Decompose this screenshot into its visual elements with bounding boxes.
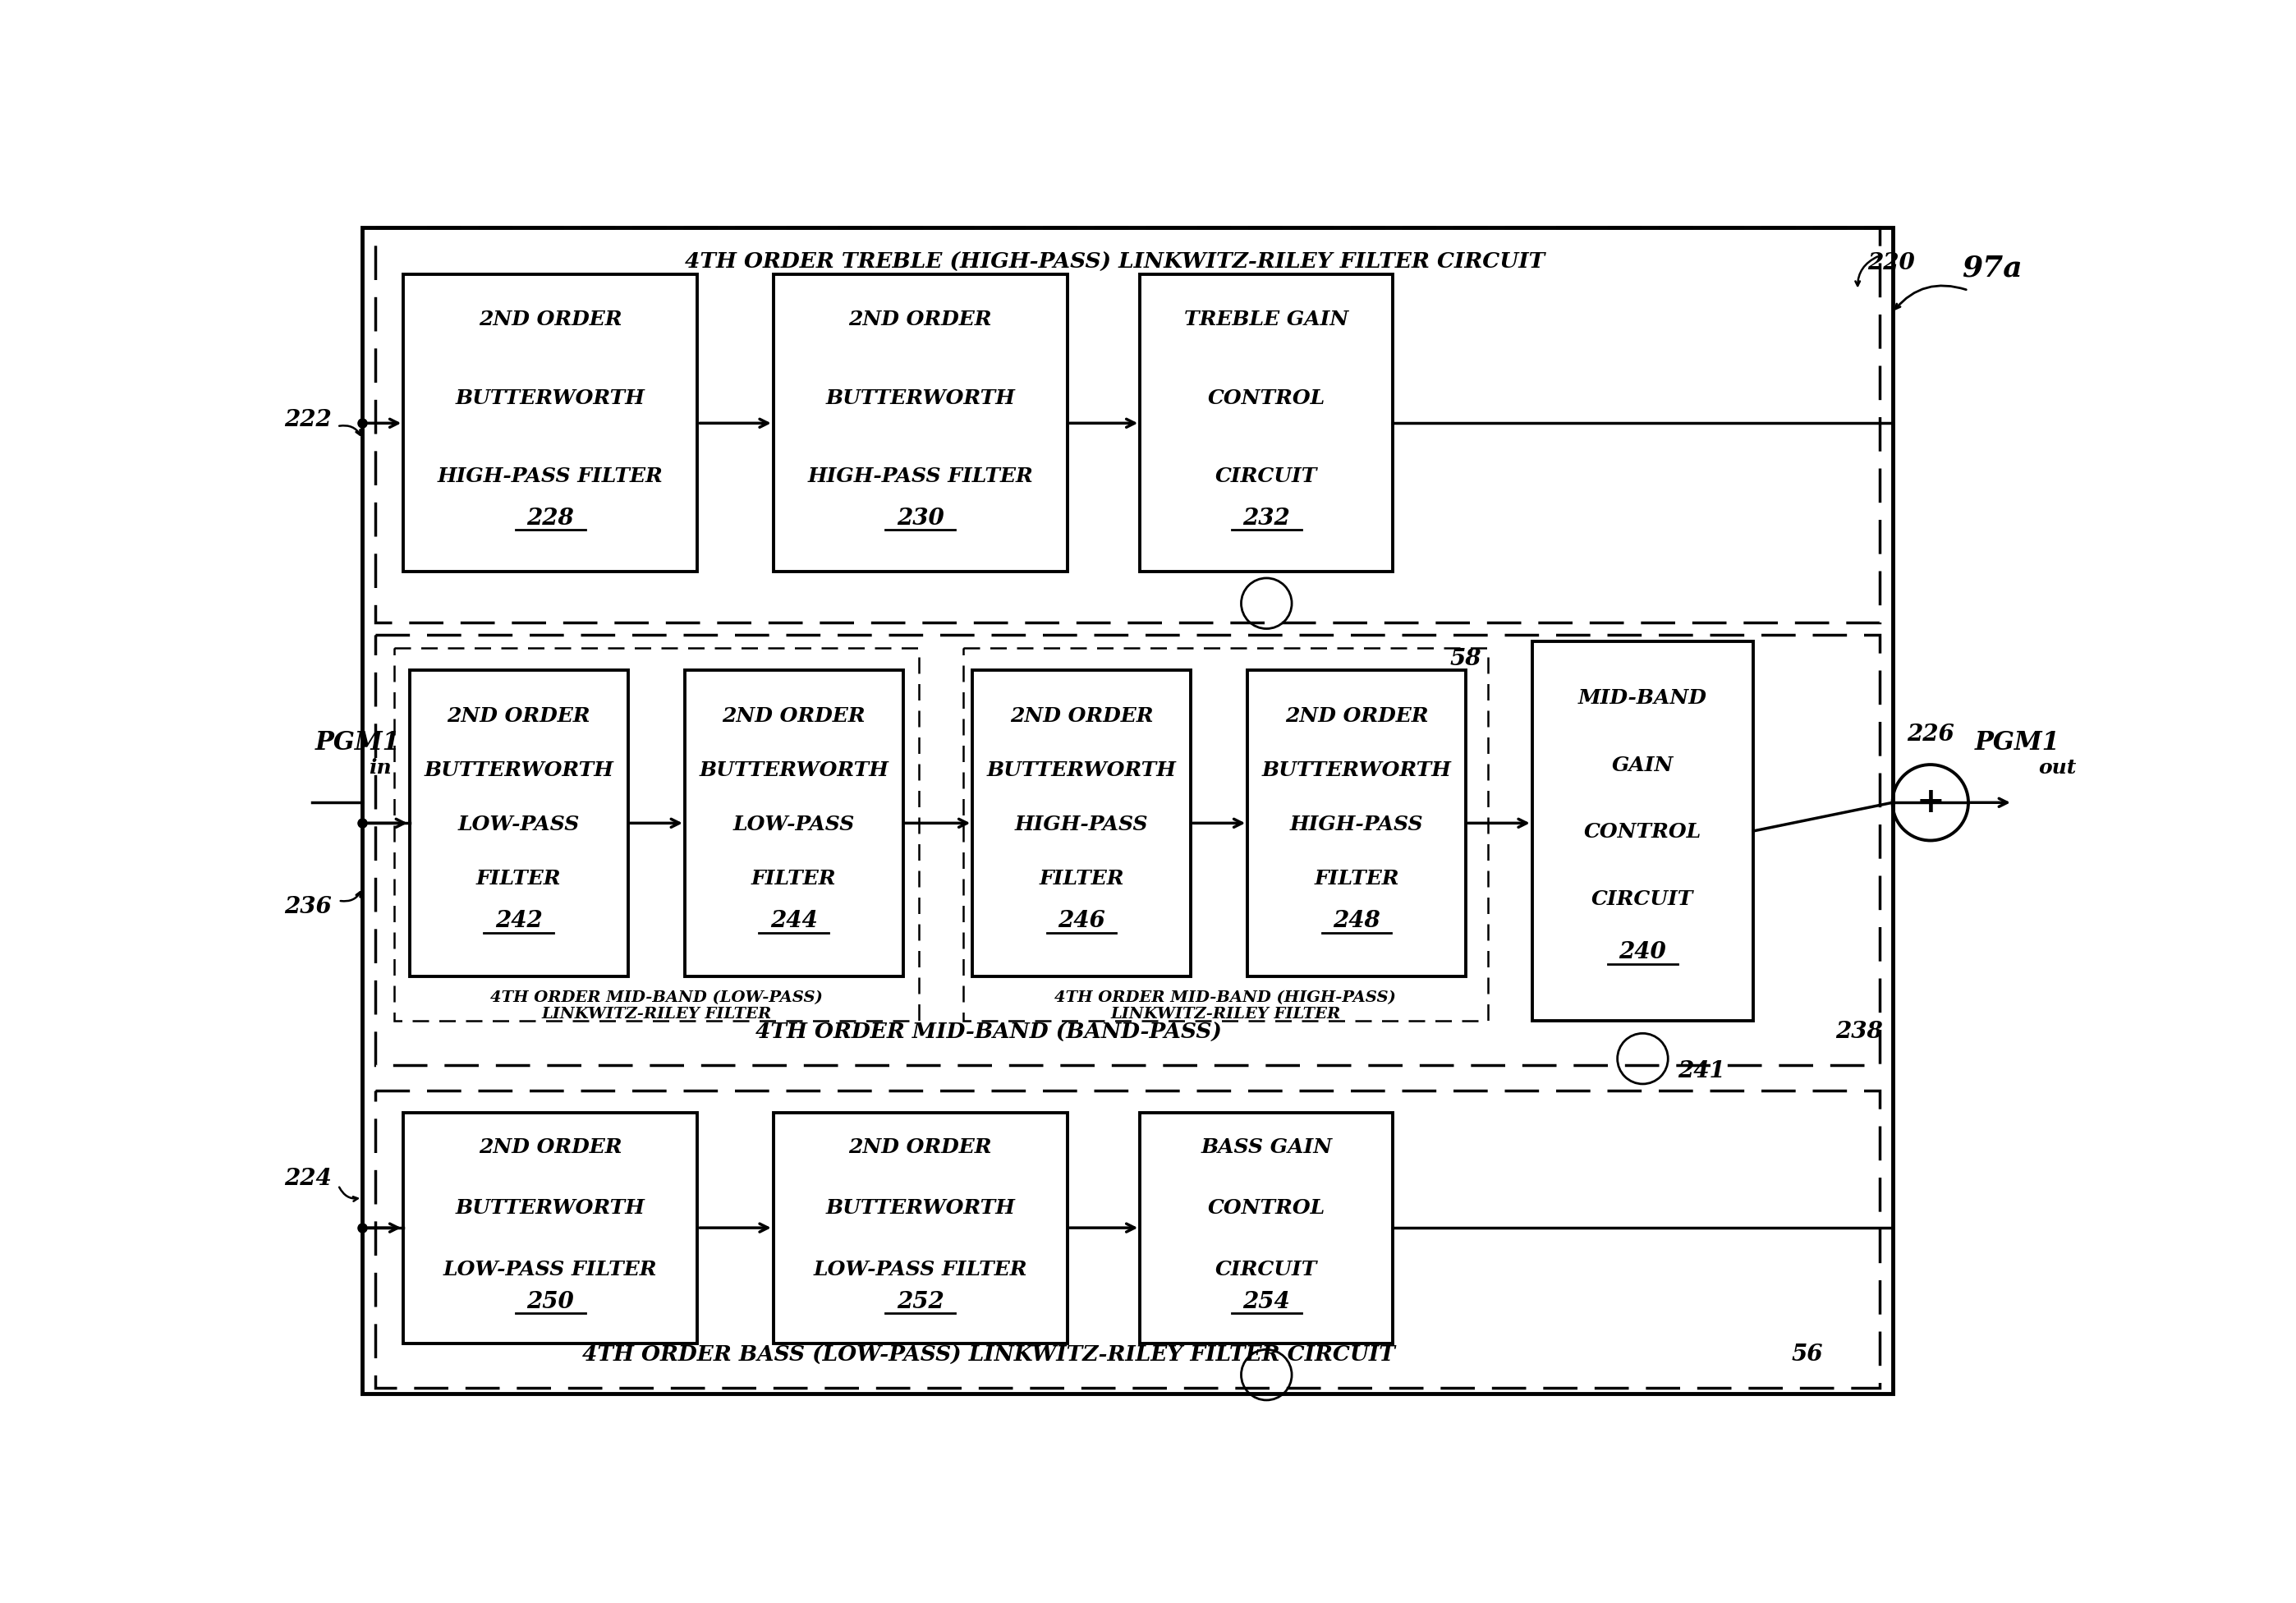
Text: 242: 242 bbox=[496, 911, 542, 933]
Text: BUTTERWORTH: BUTTERWORTH bbox=[827, 1199, 1015, 1218]
Text: HIGH-PASS FILTER: HIGH-PASS FILTER bbox=[808, 466, 1033, 487]
Bar bbox=[684, 670, 902, 976]
Text: LOW-PASS: LOW-PASS bbox=[457, 814, 579, 834]
Text: +: + bbox=[1917, 785, 1945, 819]
Text: BUTTERWORTH: BUTTERWORTH bbox=[425, 760, 613, 779]
Text: LINKWITZ-RILEY FILTER: LINKWITZ-RILEY FILTER bbox=[1111, 1007, 1341, 1023]
Text: 230: 230 bbox=[898, 507, 944, 529]
Bar bbox=[774, 1112, 1068, 1343]
Text: 248: 248 bbox=[1334, 911, 1380, 933]
Text: CONTROL: CONTROL bbox=[1208, 388, 1325, 407]
Text: CIRCUIT: CIRCUIT bbox=[1591, 890, 1694, 909]
Text: LOW-PASS FILTER: LOW-PASS FILTER bbox=[813, 1260, 1026, 1279]
Text: 232: 232 bbox=[1242, 507, 1290, 529]
Text: 238: 238 bbox=[1835, 1021, 1883, 1044]
Bar bbox=[1141, 1112, 1394, 1343]
Text: BASS GAIN: BASS GAIN bbox=[1201, 1137, 1332, 1157]
Bar bbox=[404, 1112, 698, 1343]
Bar bbox=[395, 648, 918, 1021]
Text: FILTER: FILTER bbox=[1313, 869, 1398, 888]
Text: 222: 222 bbox=[285, 409, 333, 431]
Text: FILTER: FILTER bbox=[475, 869, 560, 888]
Bar bbox=[374, 635, 1880, 1064]
Bar bbox=[1247, 670, 1465, 976]
Text: 2ND ORDER: 2ND ORDER bbox=[1010, 705, 1153, 726]
Text: 4TH ORDER MID-BAND (HIGH-PASS): 4TH ORDER MID-BAND (HIGH-PASS) bbox=[1054, 991, 1396, 1005]
Text: 224: 224 bbox=[285, 1167, 333, 1189]
Text: 236: 236 bbox=[285, 896, 333, 919]
Bar bbox=[374, 228, 1880, 622]
Text: 250: 250 bbox=[526, 1290, 574, 1313]
Text: CIRCUIT: CIRCUIT bbox=[1215, 466, 1318, 487]
Text: 254: 254 bbox=[1242, 1290, 1290, 1313]
Text: 241: 241 bbox=[1678, 1060, 1724, 1082]
Bar bbox=[962, 648, 1488, 1021]
Text: 252: 252 bbox=[898, 1290, 944, 1313]
Text: FILTER: FILTER bbox=[1040, 869, 1125, 888]
Text: 56: 56 bbox=[1791, 1343, 1823, 1366]
Text: BUTTERWORTH: BUTTERWORTH bbox=[827, 388, 1015, 407]
Text: 97a: 97a bbox=[1963, 255, 2023, 282]
Text: BUTTERWORTH: BUTTERWORTH bbox=[1263, 760, 1451, 779]
Text: TREBLE GAIN: TREBLE GAIN bbox=[1185, 309, 1348, 329]
Text: CIRCUIT: CIRCUIT bbox=[1215, 1260, 1318, 1279]
Text: 4TH ORDER MID-BAND (BAND-PASS): 4TH ORDER MID-BAND (BAND-PASS) bbox=[755, 1023, 1221, 1044]
Bar bbox=[1141, 274, 1394, 572]
Text: FILTER: FILTER bbox=[751, 869, 836, 888]
Text: BUTTERWORTH: BUTTERWORTH bbox=[455, 388, 645, 407]
Text: 4TH ORDER MID-BAND (LOW-PASS): 4TH ORDER MID-BAND (LOW-PASS) bbox=[489, 991, 822, 1005]
Text: HIGH-PASS: HIGH-PASS bbox=[1015, 814, 1148, 834]
Text: LOW-PASS: LOW-PASS bbox=[732, 814, 854, 834]
Text: out: out bbox=[2039, 758, 2076, 777]
Bar bbox=[1531, 641, 1754, 1021]
Text: 240: 240 bbox=[1619, 941, 1667, 963]
Text: GAIN: GAIN bbox=[1612, 755, 1674, 776]
Text: 228: 228 bbox=[526, 507, 574, 529]
Text: 2ND ORDER: 2ND ORDER bbox=[723, 705, 866, 726]
Text: 226: 226 bbox=[1906, 723, 1954, 745]
Bar bbox=[409, 670, 627, 976]
Text: BUTTERWORTH: BUTTERWORTH bbox=[455, 1199, 645, 1218]
Text: BUTTERWORTH: BUTTERWORTH bbox=[987, 760, 1176, 779]
Text: CONTROL: CONTROL bbox=[1584, 822, 1701, 842]
Text: MID-BAND: MID-BAND bbox=[1577, 688, 1708, 709]
Text: 2ND ORDER: 2ND ORDER bbox=[850, 1137, 992, 1157]
Text: 2ND ORDER: 2ND ORDER bbox=[448, 705, 590, 726]
Text: 244: 244 bbox=[769, 911, 817, 933]
Text: 2ND ORDER: 2ND ORDER bbox=[1286, 705, 1428, 726]
Text: 2ND ORDER: 2ND ORDER bbox=[480, 1137, 622, 1157]
Text: 2ND ORDER: 2ND ORDER bbox=[480, 309, 622, 329]
Bar bbox=[374, 1090, 1880, 1388]
Text: CONTROL: CONTROL bbox=[1208, 1199, 1325, 1218]
Text: 58: 58 bbox=[1449, 648, 1481, 670]
Text: 4TH ORDER BASS (LOW-PASS) LINKWITZ-RILEY FILTER CIRCUIT: 4TH ORDER BASS (LOW-PASS) LINKWITZ-RILEY… bbox=[581, 1345, 1394, 1366]
Text: PGM1: PGM1 bbox=[1975, 729, 2060, 755]
Text: 2ND ORDER: 2ND ORDER bbox=[850, 309, 992, 329]
Text: in: in bbox=[370, 758, 390, 777]
Text: 246: 246 bbox=[1058, 911, 1104, 933]
Text: 220: 220 bbox=[1867, 252, 1915, 274]
Text: HIGH-PASS: HIGH-PASS bbox=[1290, 814, 1424, 834]
Bar bbox=[774, 274, 1068, 572]
Bar bbox=[404, 274, 698, 572]
Text: 4TH ORDER TREBLE (HIGH-PASS) LINKWITZ-RILEY FILTER CIRCUIT: 4TH ORDER TREBLE (HIGH-PASS) LINKWITZ-RI… bbox=[684, 252, 1545, 273]
Text: LINKWITZ-RILEY FILTER: LINKWITZ-RILEY FILTER bbox=[542, 1007, 771, 1023]
Text: HIGH-PASS FILTER: HIGH-PASS FILTER bbox=[439, 466, 664, 487]
Text: LOW-PASS FILTER: LOW-PASS FILTER bbox=[443, 1260, 657, 1279]
Text: BUTTERWORTH: BUTTERWORTH bbox=[698, 760, 889, 779]
Bar bbox=[974, 670, 1192, 976]
Text: PGM1: PGM1 bbox=[315, 729, 400, 755]
Bar bbox=[363, 228, 1892, 1393]
